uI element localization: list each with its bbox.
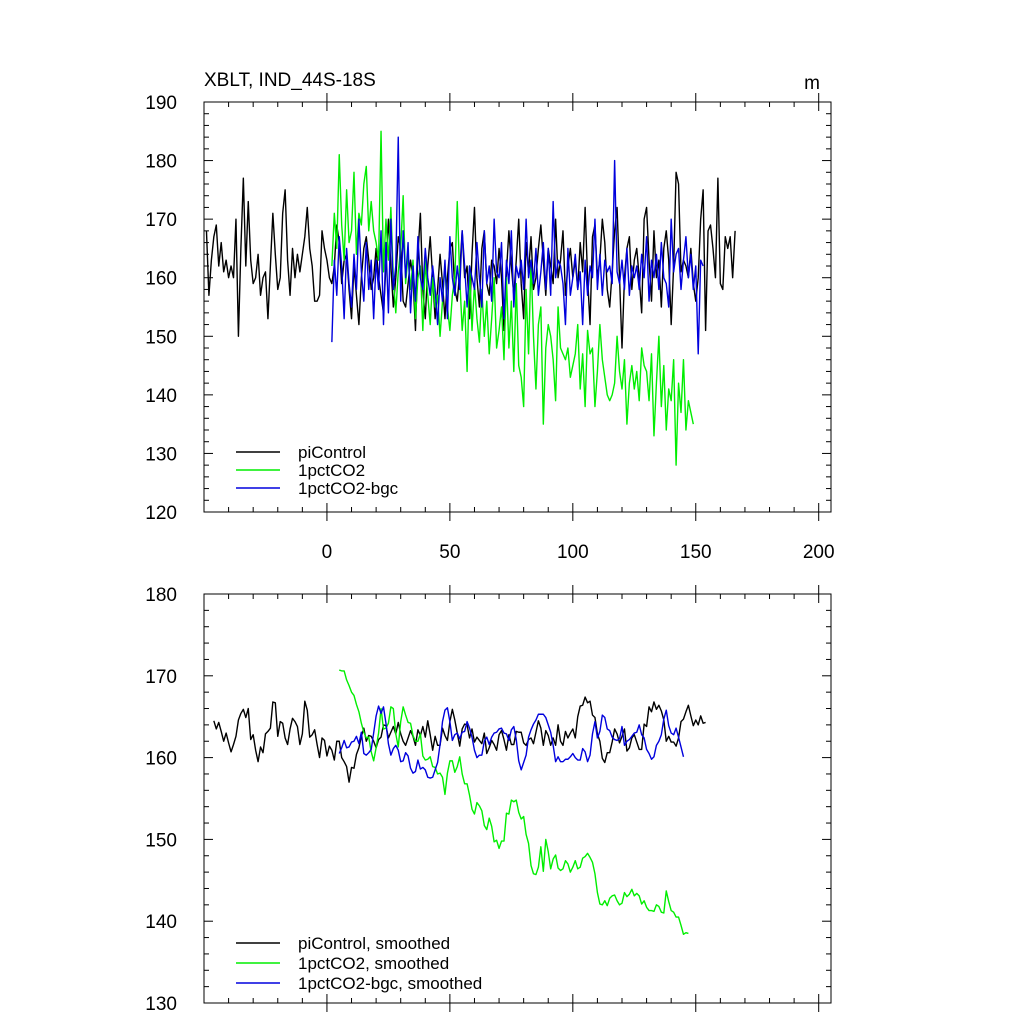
series-line-1pctco2 bbox=[331, 130, 694, 466]
y-tick-label: 140 bbox=[145, 386, 177, 407]
y-tick-label: 140 bbox=[145, 912, 177, 933]
series-line-1pctco2-bgc bbox=[331, 136, 704, 355]
legend-label: piControl, smoothed bbox=[298, 934, 450, 953]
y-tick-label: 160 bbox=[145, 269, 177, 290]
series-line-1pctco2-bgc-smoothed bbox=[338, 705, 685, 779]
y-tick-label: 170 bbox=[145, 210, 177, 231]
legend-label: 1pctCO2 bbox=[298, 461, 365, 480]
y-tick-label: 170 bbox=[145, 667, 177, 688]
y-tick-label: 150 bbox=[145, 327, 177, 348]
y-tick-label: 130 bbox=[145, 994, 177, 1015]
series-line-picontrol-smoothed bbox=[213, 696, 706, 783]
x-tick-label: 0 bbox=[322, 542, 333, 563]
legend-label: 1pctCO2-bgc, smoothed bbox=[298, 974, 482, 993]
plot-frame bbox=[203, 593, 832, 1004]
x-tick-label: 100 bbox=[557, 542, 589, 563]
x-tick-label: 200 bbox=[803, 542, 835, 563]
plot-frame bbox=[203, 101, 832, 513]
y-tick-label: 180 bbox=[145, 585, 177, 606]
chart-units: m bbox=[804, 73, 820, 94]
x-tick-label: 50 bbox=[439, 542, 460, 563]
y-tick-label: 160 bbox=[145, 749, 177, 770]
y-tick-label: 130 bbox=[145, 444, 177, 465]
y-tick-label: 120 bbox=[145, 503, 177, 524]
legend-label: 1pctCO2-bgc bbox=[298, 479, 399, 498]
y-tick-label: 180 bbox=[145, 152, 177, 173]
legend-label: piControl bbox=[298, 443, 366, 462]
y-tick-label: 150 bbox=[145, 830, 177, 851]
series-line-1pctco2-smoothed bbox=[339, 669, 689, 935]
y-tick-label: 190 bbox=[145, 93, 177, 114]
legend-label: 1pctCO2, smoothed bbox=[298, 954, 449, 973]
top-panel: 120 130 140 150 160 170 180 190 0 50 100 150 200 piCo… bbox=[145, 93, 835, 563]
chart-title: XBLT, IND_44S-18S bbox=[204, 70, 376, 91]
x-tick-label: 150 bbox=[680, 542, 712, 563]
